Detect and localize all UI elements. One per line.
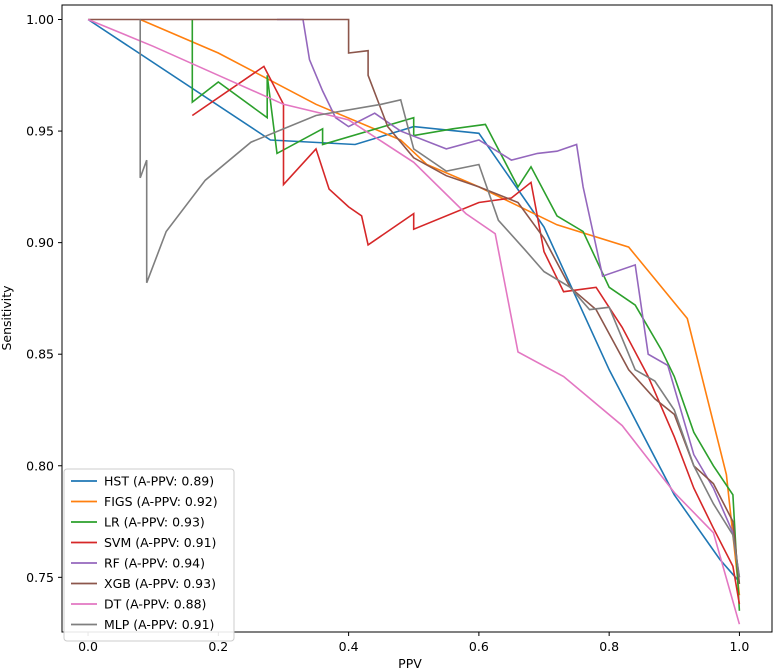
legend-entry-label: FIGS (A-PPV: 0.92) xyxy=(104,494,218,509)
legend: HST (A-PPV: 0.89) FIGS (A-PPV: 0.92) LR (A… xyxy=(63,468,235,642)
y-tick-label: 0.75 xyxy=(26,570,54,585)
legend-entry-label: HST (A-PPV: 0.89) xyxy=(104,474,214,489)
y-tick-label: 0.80 xyxy=(26,458,54,473)
y-tick-label: 0.95 xyxy=(26,124,54,139)
plot-frame xyxy=(61,4,773,633)
legend-entry-label: RF (A-PPV: 0.94) xyxy=(104,556,205,571)
y-tick-label: 1.00 xyxy=(26,12,54,27)
series-line-7 xyxy=(139,19,741,578)
legend-entry-label: MLP (A-PPV: 0.91) xyxy=(104,617,214,632)
x-tick-label: 0.6 xyxy=(469,639,489,654)
x-tick-label: 0.8 xyxy=(599,639,619,654)
axis-ticks: 0.0 0.2 0.4 0.6 0.8 1.0 0.75 0.80 0.85 0.90 0.95 1.… xyxy=(26,12,749,654)
x-tick-label: 1.0 xyxy=(729,639,749,654)
series-line-4 xyxy=(277,18,741,578)
x-tick-label: 0.2 xyxy=(208,639,228,654)
plot-area xyxy=(61,4,773,633)
legend-entry-label: DT (A-PPV: 0.88) xyxy=(104,597,206,612)
x-tick-label: 0.0 xyxy=(78,639,98,654)
y-axis-label: Sensitivity xyxy=(0,285,14,351)
series-layer xyxy=(87,18,741,625)
x-axis-label: PPV xyxy=(398,656,422,671)
series-line-0 xyxy=(87,18,741,583)
series-line-3 xyxy=(191,65,741,605)
series-line-6 xyxy=(87,18,741,625)
legend-entry-label: SVM (A-PPV: 0.91) xyxy=(104,535,216,550)
x-tick-label: 0.4 xyxy=(339,639,359,654)
legend-entry-label: XGB (A-PPV: 0.93) xyxy=(104,576,216,591)
series-line-2 xyxy=(191,19,741,611)
legend-box xyxy=(63,468,235,642)
y-tick-label: 0.85 xyxy=(26,347,54,362)
legend-entry-label: LR (A-PPV: 0.93) xyxy=(104,515,205,530)
y-tick-label: 0.90 xyxy=(26,235,54,250)
